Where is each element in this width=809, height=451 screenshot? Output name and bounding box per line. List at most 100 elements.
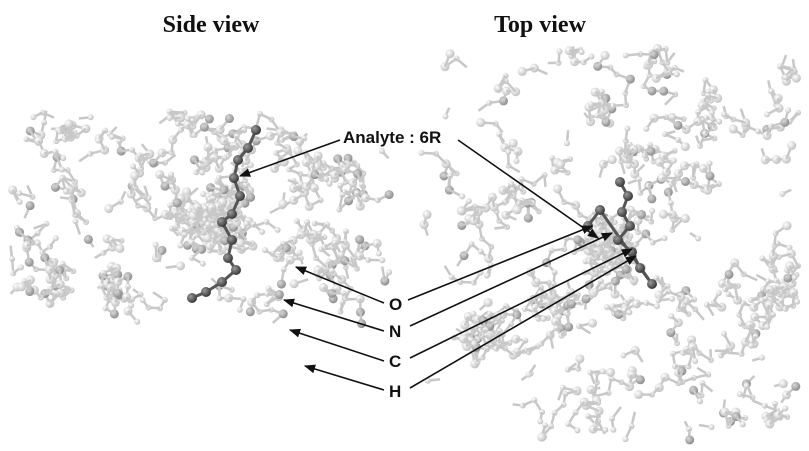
atom [779,379,788,388]
atom [423,210,432,219]
atom [88,114,94,120]
atom [246,307,255,316]
analyte-atom [233,155,243,165]
atom [759,355,765,361]
atom [457,206,466,215]
atom [167,115,173,121]
atom [794,299,800,305]
analyte-atom [251,125,261,135]
atom [275,227,281,233]
atom-label: O [389,295,402,314]
analyte-atom [235,191,245,201]
atom [442,113,448,119]
atom [471,341,477,347]
atom [608,155,617,164]
arrow [410,256,636,388]
atom [385,190,394,199]
atom [643,126,649,132]
atom [495,85,501,91]
atom [46,301,52,307]
atom [709,110,715,116]
atom [526,372,532,378]
atom [634,390,643,399]
analyte-atom [615,177,625,187]
atom [202,205,208,211]
atom [626,309,632,315]
atom [505,149,511,155]
analyte-atom [227,209,237,219]
atom [104,204,113,213]
atom [476,118,485,127]
atom [153,242,159,248]
arrow [408,226,592,300]
atom [721,331,727,337]
atom [792,274,798,280]
atom [277,280,286,289]
atom [588,54,594,60]
analyte-atom [201,287,211,297]
atom [623,52,629,58]
atom [654,303,660,309]
atom [662,235,668,241]
atom [205,221,211,227]
atom [509,139,518,148]
atom [513,205,522,214]
atom [697,398,703,404]
atom [534,278,540,284]
atom [779,191,785,197]
analyte-atom [231,265,241,275]
atom [168,172,174,178]
atom [185,115,191,121]
atom [63,188,69,194]
atom [386,269,392,275]
atom [237,307,243,313]
atom [60,155,66,161]
arrow [296,267,384,303]
atom [649,208,655,214]
arrow [410,233,612,326]
atom [626,163,632,169]
atom [26,201,35,210]
atom [759,297,765,303]
atom [508,181,514,187]
atom [518,67,527,76]
figure: Side view Top view Analyte : 6R O N C H [0,0,809,451]
atom [740,421,746,427]
atom [466,198,472,204]
atom [56,280,65,289]
atom [622,436,628,442]
atom [681,142,690,151]
analyte-atom [635,263,645,273]
atom [379,257,385,263]
atom [606,368,615,377]
atom [200,261,206,267]
atom [140,297,146,303]
atom [537,418,543,424]
arrow [410,249,632,358]
arrow [290,330,384,361]
atom [748,343,754,349]
atom [785,107,791,113]
atom [743,383,749,389]
atom [379,148,385,154]
atom [668,313,674,319]
atom [787,141,796,150]
atom [707,160,713,166]
atom [729,125,738,134]
atom [275,290,284,299]
atom [470,311,476,317]
atom [600,283,606,289]
atom [783,74,789,80]
atom [708,424,714,430]
atom [692,358,698,364]
atom [553,184,562,193]
arrows [240,140,636,390]
atom [783,221,792,230]
atom [782,405,788,411]
atom [329,268,335,274]
atom [671,158,677,164]
atom [130,171,139,180]
atom [115,244,124,253]
atom [72,218,78,224]
atom [225,114,234,123]
